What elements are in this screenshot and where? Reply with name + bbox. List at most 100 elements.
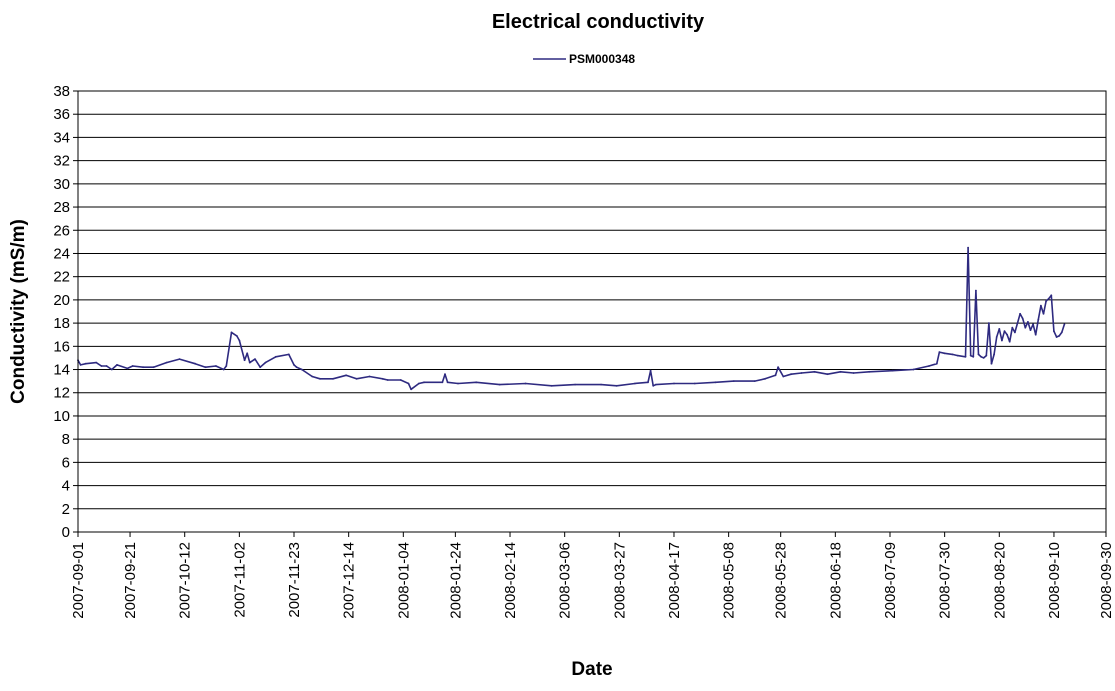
data-point xyxy=(444,373,446,376)
data-point xyxy=(259,366,262,369)
x-tick-label: 2008-07-30 xyxy=(937,542,954,619)
data-point xyxy=(647,381,649,384)
data-point xyxy=(826,373,829,376)
data-point xyxy=(1034,333,1037,336)
data-point xyxy=(100,365,103,367)
data-point xyxy=(1008,340,1011,343)
data-point xyxy=(248,361,251,364)
data-point xyxy=(732,380,735,382)
y-tick-label: 14 xyxy=(53,362,70,379)
data-point xyxy=(1053,330,1055,333)
data-point xyxy=(300,368,303,371)
data-point xyxy=(243,359,246,362)
data-point xyxy=(777,366,779,369)
y-tick-label: 30 xyxy=(53,176,70,193)
y-tick-label: 38 xyxy=(53,83,70,100)
data-point xyxy=(126,367,129,370)
data-point xyxy=(891,369,894,372)
data-point xyxy=(110,368,113,371)
data-point xyxy=(985,354,988,357)
data-point xyxy=(264,361,267,364)
data-point xyxy=(116,364,118,366)
data-point xyxy=(782,375,785,378)
data-point xyxy=(1019,312,1021,315)
data-point xyxy=(446,381,449,384)
data-point xyxy=(386,379,389,381)
data-point xyxy=(998,328,1001,330)
data-point xyxy=(975,289,977,292)
data-point xyxy=(1047,297,1050,300)
y-tick-label: 2 xyxy=(62,501,70,518)
data-point xyxy=(204,366,207,369)
data-point xyxy=(131,365,134,367)
data-point xyxy=(152,366,155,369)
data-point xyxy=(839,370,842,373)
data-point xyxy=(800,372,803,374)
data-point xyxy=(1003,330,1006,333)
y-tick-label: 4 xyxy=(62,478,70,495)
data-point xyxy=(142,366,145,369)
data-point xyxy=(1027,321,1029,323)
data-point xyxy=(332,377,334,380)
data-point xyxy=(475,381,478,384)
data-point xyxy=(418,382,420,385)
data-point xyxy=(246,352,249,355)
data-point xyxy=(1055,336,1058,338)
data-point xyxy=(1063,323,1066,326)
x-tick-label: 2007-11-02 xyxy=(231,542,248,618)
data-point xyxy=(222,368,225,371)
x-tick-label: 2008-01-04 xyxy=(395,542,412,619)
data-point xyxy=(928,365,930,367)
x-tick-label: 2008-09-30 xyxy=(1098,542,1115,619)
x-tick-label: 2008-03-27 xyxy=(611,542,628,619)
y-tick-label: 24 xyxy=(53,245,70,262)
data-point xyxy=(980,355,982,358)
data-point xyxy=(972,355,975,358)
x-tick-label: 2008-04-17 xyxy=(666,542,683,619)
data-point xyxy=(1050,294,1053,297)
series-layer xyxy=(77,246,1066,391)
data-point xyxy=(1045,300,1047,302)
data-point xyxy=(95,361,98,364)
y-tick-label: 8 xyxy=(62,431,70,448)
data-point xyxy=(852,372,855,374)
x-tick-label: 2007-09-21 xyxy=(122,542,139,619)
data-point xyxy=(1006,333,1008,336)
data-point xyxy=(1014,331,1016,334)
data-point xyxy=(407,382,410,385)
data-point xyxy=(988,322,990,324)
data-point xyxy=(311,375,314,378)
data-point xyxy=(441,381,444,384)
y-tick-label: 20 xyxy=(53,292,70,309)
data-point xyxy=(1040,304,1042,307)
x-tick-label: 2008-06-18 xyxy=(827,542,844,619)
y-tick-label: 16 xyxy=(53,338,70,355)
data-point xyxy=(235,335,238,337)
data-point xyxy=(977,353,980,356)
data-point xyxy=(868,370,871,373)
x-tick-label: 2008-02-14 xyxy=(502,542,519,619)
data-point xyxy=(693,382,696,385)
x-axis-title: Date xyxy=(571,659,612,680)
data-point xyxy=(774,374,777,377)
data-point xyxy=(230,331,233,334)
data-point xyxy=(574,383,576,386)
gridlines xyxy=(78,90,1106,510)
data-point xyxy=(225,365,228,367)
data-point xyxy=(238,339,241,342)
y-tick-label: 10 xyxy=(53,408,70,425)
x-tick-label: 2007-09-01 xyxy=(70,542,87,619)
data-point xyxy=(714,381,717,384)
data-point xyxy=(274,355,277,358)
legend-series-label: PSM000348 xyxy=(569,52,635,66)
data-point xyxy=(319,377,321,380)
data-point xyxy=(615,384,618,387)
data-point xyxy=(764,377,766,380)
x-tick-label: 2008-05-28 xyxy=(773,542,790,619)
y-tick-label: 32 xyxy=(53,153,70,170)
data-point xyxy=(649,369,652,372)
y-tick-label: 28 xyxy=(53,199,70,216)
data-point xyxy=(194,362,197,365)
data-point xyxy=(355,377,358,380)
